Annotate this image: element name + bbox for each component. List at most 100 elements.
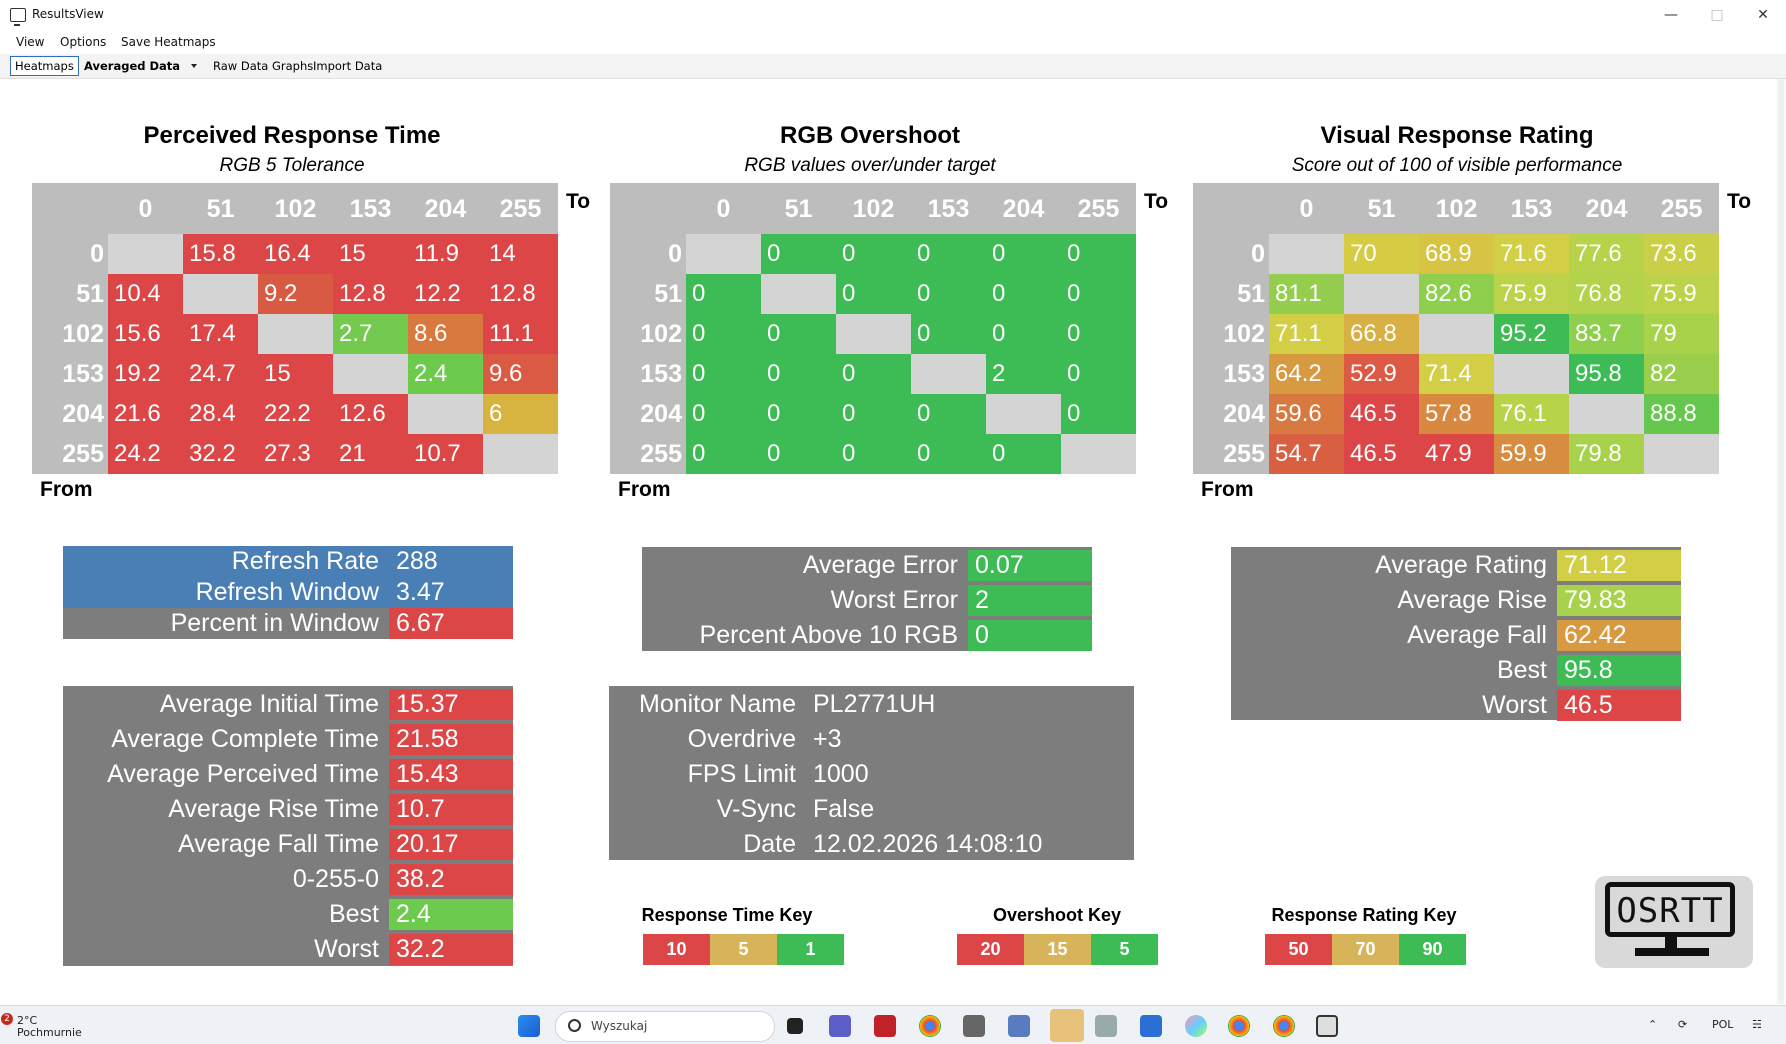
heatmap-cell: 9.6	[483, 354, 558, 394]
heatmap-cell: 6	[483, 394, 558, 434]
heatmap-cell: 28.4	[183, 394, 258, 434]
teams-icon[interactable]	[829, 1015, 851, 1037]
tab-heatmaps[interactable]: Heatmaps	[10, 56, 79, 76]
tab-import-data[interactable]: Import Data	[313, 59, 383, 73]
heatmap-cell: 2.4	[408, 354, 483, 394]
heatmap-cell: 0	[911, 394, 986, 434]
column-header: 204	[424, 195, 467, 223]
heatmap-cell: 0	[1061, 234, 1136, 274]
stat-value: 10.7	[389, 794, 513, 825]
stat-row: Average Error 0.07	[642, 550, 1092, 581]
stat-value: 0.07	[968, 550, 1092, 581]
stat-row: Average Initial Time 15.37	[63, 689, 513, 720]
stat-label: Average Complete Time	[111, 725, 379, 753]
storage-app-icon[interactable]	[1095, 1015, 1117, 1037]
menu-bar: View Options Save Heatmaps	[0, 31, 1786, 53]
heatmap-cell: 24.2	[108, 434, 183, 474]
stat-value: 3.47	[389, 577, 513, 608]
stat-row: Best 2.4	[63, 899, 513, 930]
vertical-scrollbar[interactable]	[1776, 79, 1786, 1004]
search-icon	[568, 1019, 581, 1032]
menu-save-heatmaps[interactable]: Save Heatmaps	[121, 35, 216, 49]
heatmap-cell: 0	[911, 234, 986, 274]
file-explorer-icon[interactable]	[1050, 1009, 1084, 1042]
row-header: 255	[640, 440, 682, 468]
stat-row: Percent in Window 6.67	[63, 608, 513, 639]
stat-value: 288	[389, 546, 513, 577]
heatmap-cell: 22.2	[258, 394, 333, 434]
column-header: 153	[927, 195, 970, 223]
row-header: 102	[640, 320, 682, 348]
language-indicator[interactable]: POL	[1712, 1018, 1734, 1031]
outlook-icon[interactable]	[1140, 1015, 1162, 1037]
chevron-down-icon[interactable]	[191, 64, 197, 68]
from-label: From	[1201, 478, 1254, 501]
osrtt-taskbar-icon[interactable]	[1316, 1015, 1338, 1037]
network-app-icon[interactable]	[1008, 1015, 1030, 1037]
heatmap-cell: 0	[761, 314, 836, 354]
heatmap-cell: 15.6	[108, 314, 183, 354]
wifi-icon[interactable]: ☵	[1752, 1018, 1762, 1031]
row-header: 0	[668, 240, 682, 268]
heatmap-grid: 0 0 51 51 102 102 153 153 204 204 255 255 70 68.9 71.6…	[1193, 183, 1719, 474]
chrome-second-icon[interactable]	[1273, 1015, 1295, 1037]
heatmap-cell	[108, 234, 183, 274]
chrome-profile-icon[interactable]	[1228, 1015, 1250, 1037]
maximize-icon[interactable]: □	[1710, 7, 1724, 23]
app-icon-generic[interactable]	[963, 1015, 985, 1037]
chrome-icon[interactable]	[919, 1015, 941, 1037]
heatmap-cell: 0	[986, 314, 1061, 354]
chevron-up-icon[interactable]: ⌃	[1648, 1018, 1658, 1031]
stat-label: Date	[743, 830, 796, 858]
toolbar: Heatmaps Averaged Data Raw Data Graphs I…	[0, 54, 1786, 79]
app-64-icon[interactable]	[874, 1015, 896, 1037]
stat-label: Best	[328, 900, 379, 928]
colorful-app-icon[interactable]	[1185, 1015, 1207, 1037]
sync-icon[interactable]: ⟳	[1678, 1018, 1688, 1031]
view-mode-dropdown[interactable]: Averaged Data	[84, 59, 181, 73]
heatmap-cell: 59.9	[1494, 434, 1569, 474]
column-header: 153	[1510, 195, 1553, 223]
row-header: 204	[62, 400, 104, 428]
heatmap-cell: 2.7	[333, 314, 408, 354]
heatmap-cell: 0	[911, 274, 986, 314]
stat-row: Worst 46.5	[1231, 690, 1681, 721]
heatmap-cell: 0	[986, 434, 1061, 474]
column-header: 51	[1367, 195, 1396, 223]
start-icon[interactable]	[518, 1015, 540, 1037]
heatmap-cell: 0	[761, 234, 836, 274]
key-cell: 90	[1399, 934, 1466, 965]
heatmap-cell: 47.9	[1419, 434, 1494, 474]
heatmap-cell: 12.8	[333, 274, 408, 314]
column-header: 153	[349, 195, 392, 223]
stat-label: Average Initial Time	[159, 690, 379, 718]
menu-view[interactable]: View	[16, 35, 45, 49]
heatmap-cell: 76.8	[1569, 274, 1644, 314]
tab-raw-data-graphs[interactable]: Raw Data Graphs	[213, 59, 314, 73]
heatmap-cell: 0	[1061, 394, 1136, 434]
heatmap-cell: 0	[911, 434, 986, 474]
heatmap-cell: 24.7	[183, 354, 258, 394]
taskbar-search[interactable]: Wyszukaj	[555, 1011, 775, 1042]
search-input[interactable]: Wyszukaj	[591, 1019, 648, 1033]
heatmap-cell	[986, 394, 1061, 434]
heatmap-cell: 95.2	[1494, 314, 1569, 354]
key-cell: 20	[957, 934, 1024, 965]
row-header: 51	[1237, 280, 1265, 308]
task-view-icon[interactable]	[787, 1018, 803, 1034]
minimize-icon[interactable]: —	[1664, 7, 1678, 23]
stat-value: 2	[968, 585, 1092, 616]
row-header: 102	[1223, 320, 1265, 348]
weather-desc: Pochmurnie	[17, 1026, 82, 1039]
heatmap-cell: 52.9	[1344, 354, 1419, 394]
stat-value: +3	[813, 725, 842, 753]
menu-options[interactable]: Options	[60, 35, 107, 49]
close-icon[interactable]: ✕	[1757, 7, 1769, 23]
stat-value: 79.83	[1557, 585, 1681, 616]
weather-temp: 2°C	[17, 1014, 38, 1027]
weather-widget[interactable]: 2°C Pochmurnie	[17, 1015, 82, 1039]
key-title: Response Time Key	[641, 905, 813, 925]
heatmap-cell	[1419, 314, 1494, 354]
heatmap-cell: 0	[1061, 314, 1136, 354]
stat-value: 12.02.2026 14:08:10	[813, 830, 1043, 858]
